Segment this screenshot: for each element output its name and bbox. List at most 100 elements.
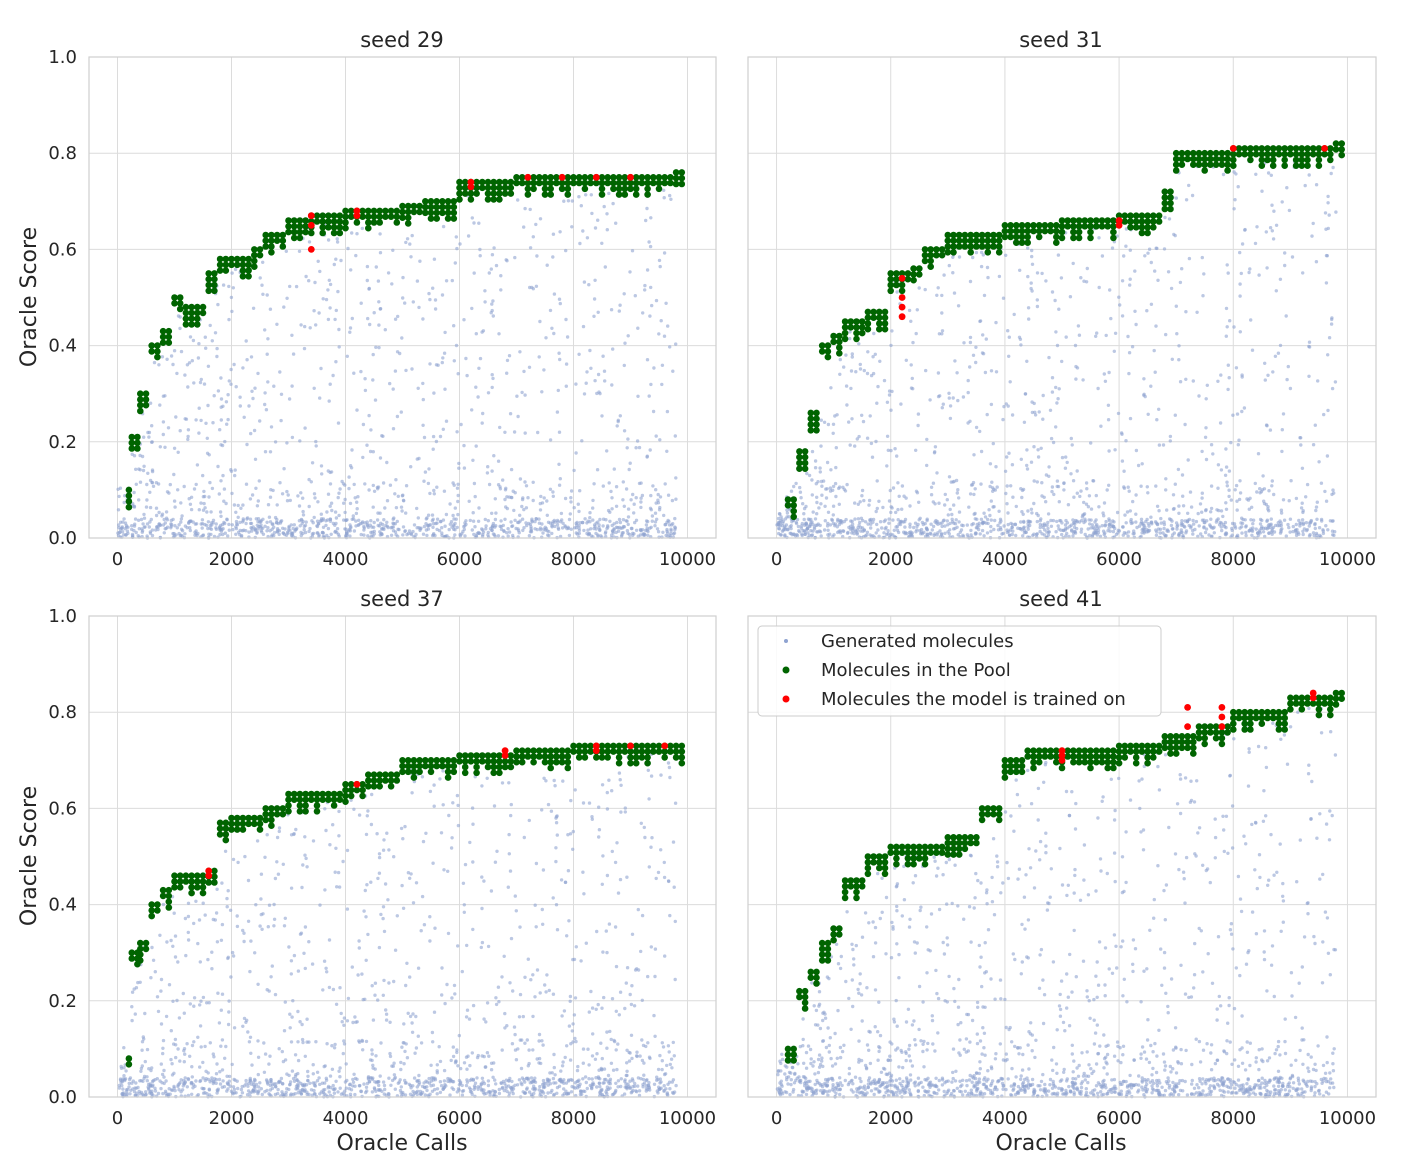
generated-point [266, 503, 271, 507]
pool-point [564, 174, 572, 181]
generated-point [618, 303, 622, 307]
generated-point [265, 1088, 269, 1093]
generated-point [943, 524, 947, 528]
generated-point [897, 494, 901, 498]
generated-point [982, 534, 986, 538]
generated-point [496, 459, 501, 463]
generated-point [800, 521, 804, 526]
pool-point [128, 433, 136, 441]
pool-point [461, 190, 469, 197]
pool-point [995, 237, 1003, 244]
pool-point [1001, 233, 1009, 241]
generated-point [324, 523, 328, 528]
pool-point [678, 180, 686, 188]
generated-point [814, 482, 818, 486]
generated-point [1124, 244, 1128, 248]
generated-point [249, 521, 254, 526]
generated-point [300, 521, 304, 526]
generated-point [533, 995, 537, 999]
generated-point [935, 471, 939, 475]
generated-point [1020, 528, 1024, 532]
generated-point [249, 431, 253, 436]
generated-point [614, 1009, 618, 1013]
generated-point [625, 1061, 629, 1065]
generated-point [490, 373, 494, 377]
generated-point [570, 225, 574, 229]
generated-point [596, 218, 600, 222]
generated-point [525, 523, 529, 528]
generated-point [1263, 534, 1267, 539]
generated-point [203, 335, 207, 339]
generated-point [219, 376, 223, 380]
generated-point [1149, 520, 1154, 525]
generated-point [537, 1039, 541, 1043]
generated-point [391, 427, 396, 431]
generated-point [145, 482, 149, 487]
generated-point [616, 529, 621, 533]
generated-point [1324, 281, 1329, 285]
generated-point [238, 520, 242, 525]
generated-point [431, 861, 435, 865]
generated-point [1121, 533, 1126, 537]
generated-point [285, 530, 290, 534]
generated-point [624, 487, 629, 491]
pool-point [142, 401, 150, 409]
generated-point [1073, 343, 1078, 348]
generated-point [1025, 448, 1029, 452]
generated-point [396, 314, 400, 319]
pool-point [507, 190, 515, 197]
generated-point [116, 533, 121, 538]
generated-point [161, 420, 166, 424]
generated-point [231, 1085, 236, 1089]
pool-point [1281, 162, 1288, 169]
generated-point [1021, 534, 1025, 538]
pool-point [370, 219, 378, 226]
pool-point [621, 185, 629, 193]
generated-point [1224, 531, 1228, 535]
generated-point [1039, 517, 1043, 521]
pool-point [256, 246, 264, 253]
generated-point [510, 1042, 515, 1046]
generated-point [887, 517, 891, 521]
generated-point [377, 300, 381, 304]
generated-point [1200, 510, 1204, 514]
pool-point [1172, 149, 1180, 157]
generated-point [376, 487, 380, 491]
generated-point [157, 363, 161, 367]
pool-point [1087, 223, 1094, 230]
generated-point [148, 401, 153, 405]
pool-point [1292, 150, 1300, 158]
pool-point [672, 180, 680, 188]
generated-point [566, 525, 570, 529]
generated-point [1281, 412, 1286, 416]
generated-point [985, 412, 989, 417]
generated-point [355, 507, 359, 511]
generated-point [1116, 411, 1121, 416]
generated-point [333, 317, 337, 322]
generated-point [253, 951, 257, 955]
pool-point [205, 281, 212, 289]
generated-point [1003, 469, 1008, 473]
pool-point [1327, 156, 1334, 164]
generated-point [211, 518, 216, 522]
generated-point [505, 371, 509, 375]
generated-point [319, 512, 323, 516]
generated-point [273, 440, 278, 444]
generated-point [552, 518, 556, 523]
pool-point [575, 179, 583, 187]
pool-point [1161, 205, 1169, 213]
generated-point [619, 1077, 623, 1081]
generated-point [551, 494, 555, 498]
generated-point [423, 1093, 427, 1097]
generated-point [601, 854, 605, 858]
generated-point [1240, 531, 1244, 535]
pool-point [547, 179, 554, 187]
generated-point [266, 526, 270, 530]
generated-point [603, 265, 607, 269]
generated-point [965, 533, 970, 537]
generated-point [596, 534, 600, 538]
generated-point [1194, 519, 1199, 524]
pool-point [194, 315, 201, 323]
generated-point [1006, 522, 1010, 527]
generated-point [966, 421, 970, 425]
